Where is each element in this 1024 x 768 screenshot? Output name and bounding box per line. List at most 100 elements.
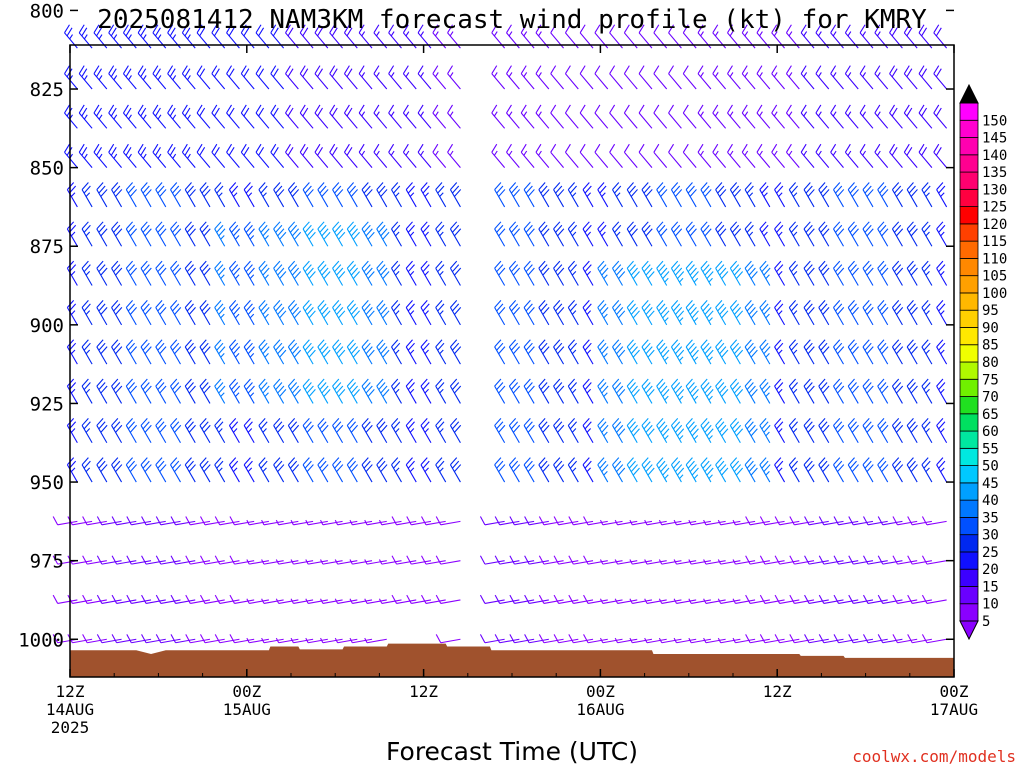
wind-barb-flag — [807, 228, 815, 237]
wind-barb — [258, 260, 270, 286]
wind-barb-half-flag — [70, 467, 76, 473]
wind-barb-staff — [299, 112, 314, 129]
colorbar-cell — [959, 517, 979, 536]
wind-barb-flag — [186, 342, 194, 351]
wind-barb — [612, 457, 626, 483]
wind-barb-staff — [597, 464, 609, 483]
wind-barb-flag — [908, 185, 916, 194]
wind-barb-flag — [454, 306, 462, 315]
wind-barb — [111, 339, 123, 365]
terrain-fill — [70, 643, 954, 677]
wind-barb-flag — [108, 24, 115, 34]
wind-barb-flag — [491, 65, 498, 74]
wind-barb-staff — [249, 638, 269, 644]
wind-barb-flag — [81, 27, 88, 37]
wind-barb-flag — [618, 271, 626, 279]
wind-barb — [568, 516, 594, 526]
wind-barb-flag — [184, 221, 192, 230]
wind-barb — [877, 417, 889, 444]
wind-barb — [66, 457, 78, 483]
wind-barb-flag — [851, 385, 859, 394]
wind-barb-staff — [484, 599, 505, 604]
wind-barb-flag — [892, 378, 900, 387]
wind-barb-flag — [450, 260, 458, 269]
wind-barb — [771, 104, 785, 129]
wind-barb-flag — [512, 464, 521, 473]
wind-barb-flag — [498, 189, 506, 197]
wind-barb — [305, 519, 328, 526]
wind-barb-half-flag — [644, 519, 648, 526]
wind-barb-flag — [367, 389, 375, 397]
wind-barb-flag — [199, 417, 207, 426]
wind-barb-flag — [317, 378, 325, 387]
wind-barb-flag — [432, 143, 439, 153]
wind-barb-flag — [729, 260, 738, 269]
wind-barb — [246, 637, 269, 644]
wind-barb-flag — [894, 185, 902, 194]
wind-barb-staff — [676, 520, 697, 526]
wind-barb — [373, 104, 388, 129]
wind-barb — [859, 65, 874, 90]
wind-barb-staff — [656, 228, 668, 247]
x-tick-label: 00Z — [232, 682, 261, 701]
wind-barb — [170, 378, 182, 404]
wind-barb-half-flag — [708, 435, 713, 440]
wind-barb-staff — [337, 560, 358, 565]
wind-barb-staff — [484, 520, 505, 526]
wind-barb-half-flag — [395, 310, 400, 315]
wind-barb-staff — [302, 346, 314, 365]
wind-barb-half-flag — [792, 349, 798, 355]
wind-barb-flag — [350, 189, 359, 197]
wind-barb-flag — [111, 378, 119, 387]
wind-barb-staff — [381, 520, 402, 526]
wind-barb — [583, 634, 608, 644]
wind-barb-flag — [671, 221, 679, 230]
wind-barb-flag — [494, 182, 502, 190]
wind-barb-flag — [420, 260, 428, 269]
wind-barb-half-flag — [157, 34, 162, 40]
wind-barb-staff — [788, 385, 800, 404]
wind-barb-flag — [788, 378, 797, 387]
wind-barb-flag — [152, 104, 159, 114]
wind-barb-flag — [332, 417, 340, 426]
wind-barb-staff — [243, 425, 255, 444]
wind-barb-half-flag — [538, 150, 542, 156]
wind-barb-flag — [96, 457, 104, 466]
wind-barb — [859, 104, 874, 129]
wind-barb-half-flag — [439, 467, 444, 473]
wind-barb — [420, 339, 432, 365]
wind-barb-flag — [378, 460, 386, 469]
wind-barb-flag — [805, 224, 813, 233]
wind-barb — [305, 559, 328, 565]
wind-barb — [449, 182, 462, 208]
wind-barb-flag — [628, 382, 636, 390]
colorbar-label: 50 — [982, 459, 999, 475]
wind-barb — [597, 221, 609, 247]
wind-barb — [373, 65, 388, 90]
wind-barb-flag — [569, 224, 578, 233]
wind-barb-flag — [174, 267, 182, 276]
wind-barb-staff — [668, 32, 682, 49]
wind-barb-flag — [367, 310, 375, 319]
wind-barb-staff — [623, 112, 638, 129]
wind-barb-flag — [731, 224, 740, 233]
wind-barb — [494, 221, 506, 247]
wind-barb-flag — [243, 182, 251, 190]
wind-barb-flag — [110, 107, 117, 117]
wind-barb-half-flag — [700, 150, 704, 156]
wind-barb — [800, 104, 815, 129]
wind-barb — [228, 182, 240, 208]
wind-barb-half-flag — [395, 428, 400, 433]
wind-barb-half-flag — [218, 428, 223, 433]
wind-barb-flag — [203, 424, 211, 433]
wind-barb-flag — [527, 228, 535, 237]
wind-barb-flag — [788, 457, 797, 466]
wind-barb-half-flag — [508, 150, 513, 156]
wind-barb — [376, 221, 390, 247]
wind-barb-half-flag — [70, 231, 76, 237]
wind-barb-flag — [319, 264, 327, 273]
wind-barb-flag — [142, 382, 150, 390]
wind-barb — [788, 417, 800, 444]
wind-barb-half-flag — [246, 559, 250, 565]
